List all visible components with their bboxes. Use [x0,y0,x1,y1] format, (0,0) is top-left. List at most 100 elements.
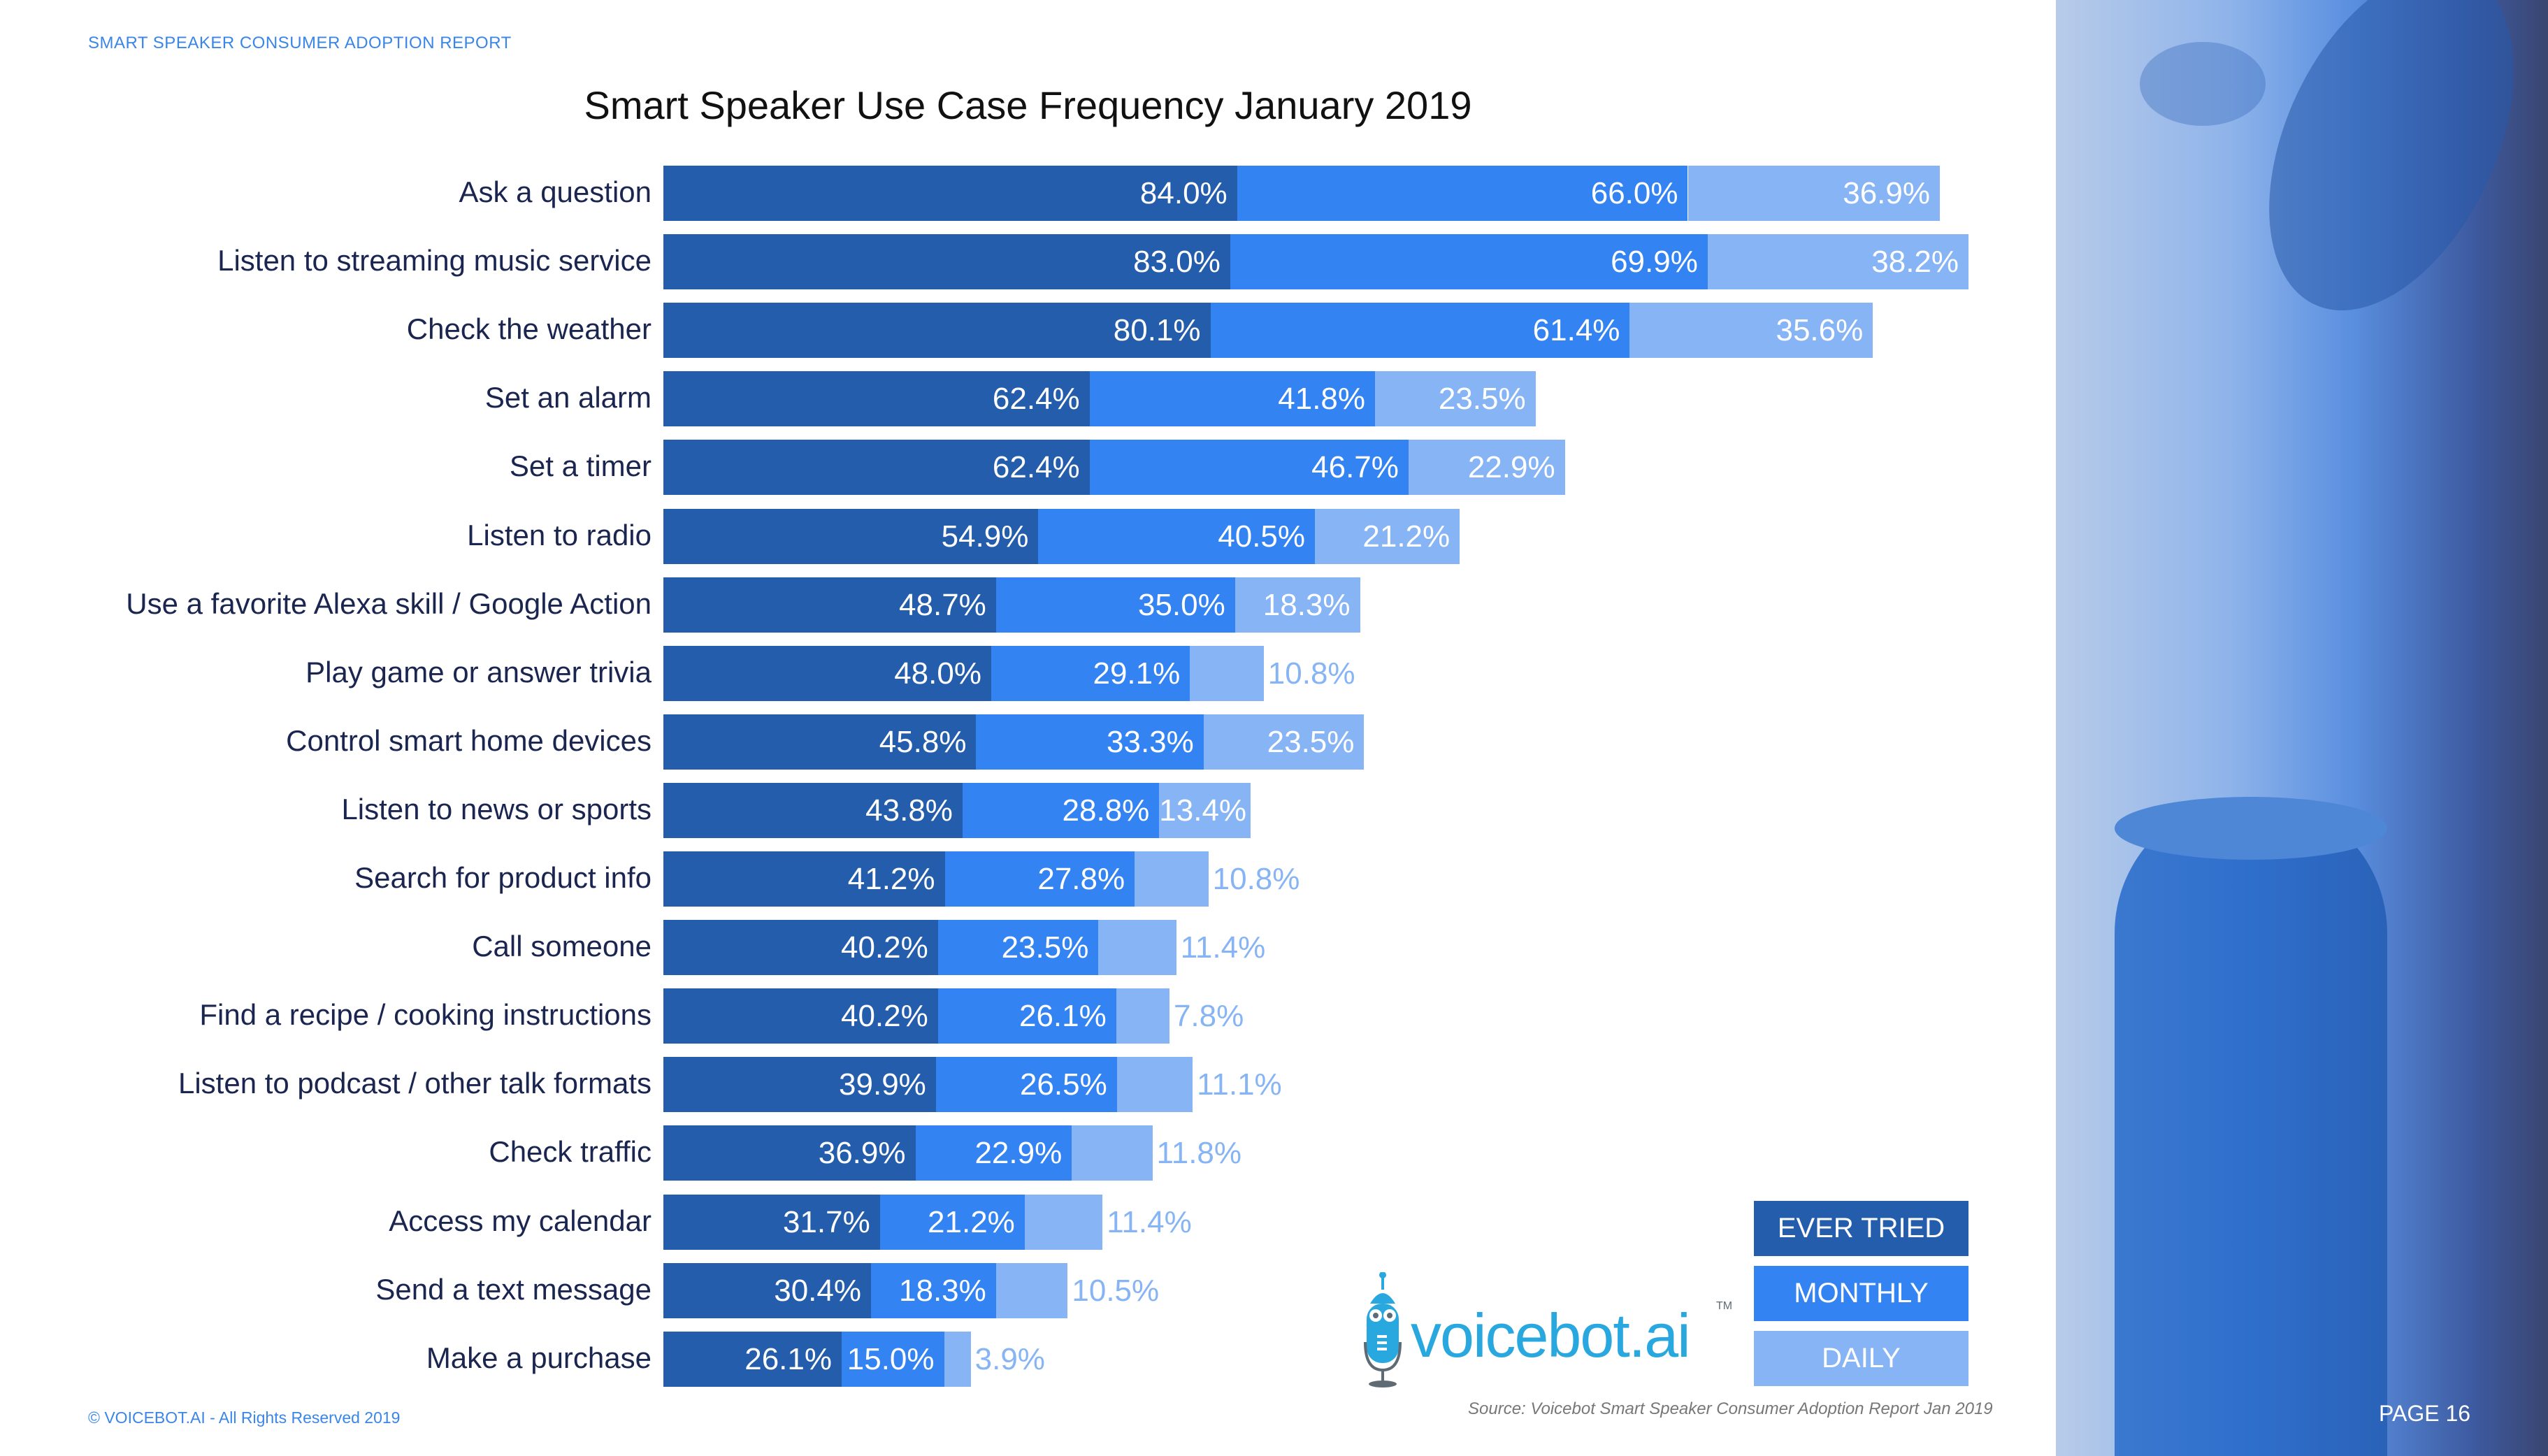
category-label: Make a purchase [426,1341,652,1374]
data-label-daily: 22.9% [1467,450,1555,485]
data-label-monthly: 15.0% [847,1341,935,1376]
data-label-ever-tried: 40.2% [840,999,928,1034]
category-label: Search for product info [354,861,652,894]
bar-daily [1203,714,1365,770]
data-label-daily: 10.5% [1072,1273,1160,1308]
bar-daily [1315,508,1460,564]
bar-daily [1159,782,1251,838]
category-label: Play game or answer trivia [305,655,652,689]
data-label-monthly: 66.0% [1590,176,1678,210]
bar-daily [1235,577,1360,633]
data-label-monthly: 40.5% [1218,519,1306,554]
decorative-photo-panel: PAGE 16 [2056,0,2548,1456]
bar-ever-tried [663,851,945,907]
data-label-monthly: 27.8% [1037,862,1125,896]
data-label-ever-tried: 83.0% [1133,245,1221,280]
bar-daily [1098,920,1176,976]
bar-ever-tried [663,1194,880,1250]
bar-monthly [879,1194,1025,1250]
data-label-daily: 3.9% [974,1341,1045,1376]
bar-daily [1024,1194,1103,1250]
data-label-ever-tried: 48.0% [894,656,981,691]
data-label-monthly: 22.9% [974,1136,1063,1171]
data-label-daily: 11.4% [1107,1204,1192,1239]
data-label-daily: 23.5% [1438,382,1526,417]
data-label-daily: 11.1% [1197,1067,1282,1102]
category-label: Use a favorite Alexa skill / Google Acti… [126,586,652,620]
category-label: Listen to news or sports [341,792,652,826]
bar-monthly [1038,508,1316,564]
bar-ever-tried [663,714,977,770]
category-label: Check traffic [489,1135,652,1169]
data-label-monthly: 35.0% [1137,587,1225,622]
chart-title: Smart Speaker Use Case Frequency January… [584,83,1472,127]
source-note: Source: Voicebot Smart Speaker Consumer … [1468,1399,1993,1418]
data-label-ever-tried: 41.2% [847,862,935,896]
data-label-monthly: 18.3% [899,1273,986,1308]
bar-daily [944,1331,971,1387]
data-label-daily: 10.8% [1267,656,1355,691]
data-label-monthly: 29.1% [1093,656,1181,691]
bar-monthly [915,1125,1072,1181]
leaf-shape [2219,0,2548,349]
category-label: Find a recipe / cooking instructions [199,998,652,1032]
legend-ever-tried: EVER TRIED [1754,1201,1968,1256]
bar-ever-tried [663,440,1090,496]
copyright: © VOICEBOT.AI - All Rights Reserved 2019 [88,1408,401,1427]
data-label-ever-tried: 39.9% [839,1067,926,1102]
data-label-ever-tried: 84.0% [1139,176,1228,210]
bar-ever-tried [663,234,1230,290]
category-label: Listen to radio [467,518,652,552]
bar-ever-tried [663,1125,916,1181]
bar-monthly [995,577,1235,633]
data-label-monthly: 21.2% [928,1204,1015,1239]
data-label-monthly: 33.3% [1107,724,1194,759]
data-label-daily: 38.2% [1871,245,1959,280]
category-label: Set an alarm [484,381,652,415]
data-label-daily: 18.3% [1262,587,1351,622]
data-label-ever-tried: 45.8% [879,724,967,759]
logo-text: voicebot.ai [1411,1301,1691,1370]
bar-ever-tried [663,645,991,701]
bar-daily [1116,988,1169,1044]
bar-monthly [991,645,1190,701]
logo-tm: TM [1716,1300,1733,1312]
bar-ever-tried [663,1057,936,1113]
bar-daily [1629,303,1873,359]
bar-ever-tried [663,782,963,838]
bar-monthly [841,1331,944,1387]
category-label: Check the weather [406,312,652,346]
data-label-monthly: 28.8% [1062,793,1150,828]
data-label-ever-tried: 40.2% [840,930,928,965]
bar-daily [1116,1057,1193,1113]
robot-icon [1364,1272,1402,1387]
bar-ever-tried [663,988,938,1044]
bar-ever-tried [663,577,996,633]
data-label-monthly: 61.4% [1532,313,1620,348]
page-number: PAGE 16 [2379,1401,2471,1426]
bar-daily [1408,440,1565,496]
data-label-daily: 36.9% [1843,176,1930,210]
voicebot-logo: voicebot.ai TM [1363,1272,1741,1391]
data-label-daily: 35.6% [1776,313,1864,348]
bar-ever-tried [663,1262,871,1318]
data-label-monthly: 69.9% [1611,245,1698,280]
data-label-daily: 10.8% [1212,862,1300,896]
data-label-monthly: 26.1% [1019,999,1107,1034]
data-label-monthly: 46.7% [1311,450,1399,485]
data-label-ever-tried: 31.7% [782,1204,870,1239]
category-label: Send a text message [375,1272,652,1306]
data-label-monthly: 23.5% [1001,930,1089,965]
category-label: Listen to streaming music service [217,244,652,277]
bar-monthly [1230,234,1708,290]
data-label-daily: 11.4% [1180,930,1266,965]
bar-daily [1072,1125,1153,1181]
bar-monthly [937,920,1099,976]
bar-monthly [944,851,1135,907]
legend-monthly: MONTHLY [1754,1266,1968,1321]
bar-ever-tried [663,371,1090,427]
bar-daily [995,1262,1068,1318]
bar-ever-tried [663,508,1039,564]
bar-ever-tried [663,920,938,976]
smart-speaker-top [2115,797,2387,860]
